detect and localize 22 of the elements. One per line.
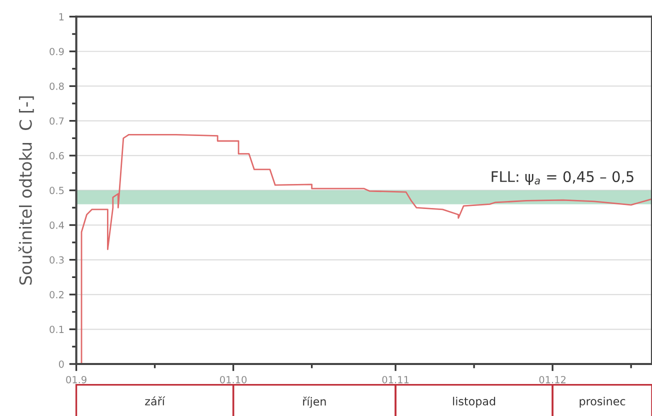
text: září [145, 396, 166, 406]
y-tick-label: 0.1 [50, 326, 64, 334]
y-axis-title: Součinitel odtoku C [-] [18, 96, 34, 285]
x-tick-label: 01.10 [220, 376, 247, 384]
x-tick-label: 01.12 [539, 376, 566, 384]
x-tick-label: 01.9 [66, 376, 86, 384]
y-tick-label: 0.8 [50, 82, 64, 90]
text: prosinec [580, 396, 626, 408]
y-tick-label: 0.3 [50, 256, 64, 264]
line-series [80, 134, 652, 364]
x-tick-label: 01.11 [382, 376, 409, 384]
y-tick-label: 0 [58, 360, 64, 368]
y-tick-label: 1 [59, 13, 64, 20]
y-tick-label: 0.9 [50, 48, 64, 56]
y-tick-label: 0.5 [50, 186, 64, 194]
text: listopad [453, 396, 496, 408]
y-tick-label: 0.4 [50, 222, 64, 229]
band-label: FLL: ψ$_{a}$ = 0,45 – 0,5 [492, 171, 634, 185]
y-tick-label: 0.2 [50, 291, 64, 298]
y-tick-label: 0.7 [50, 117, 64, 125]
text: říjen [303, 396, 326, 408]
y-tick-label: 0.6 [50, 152, 64, 160]
